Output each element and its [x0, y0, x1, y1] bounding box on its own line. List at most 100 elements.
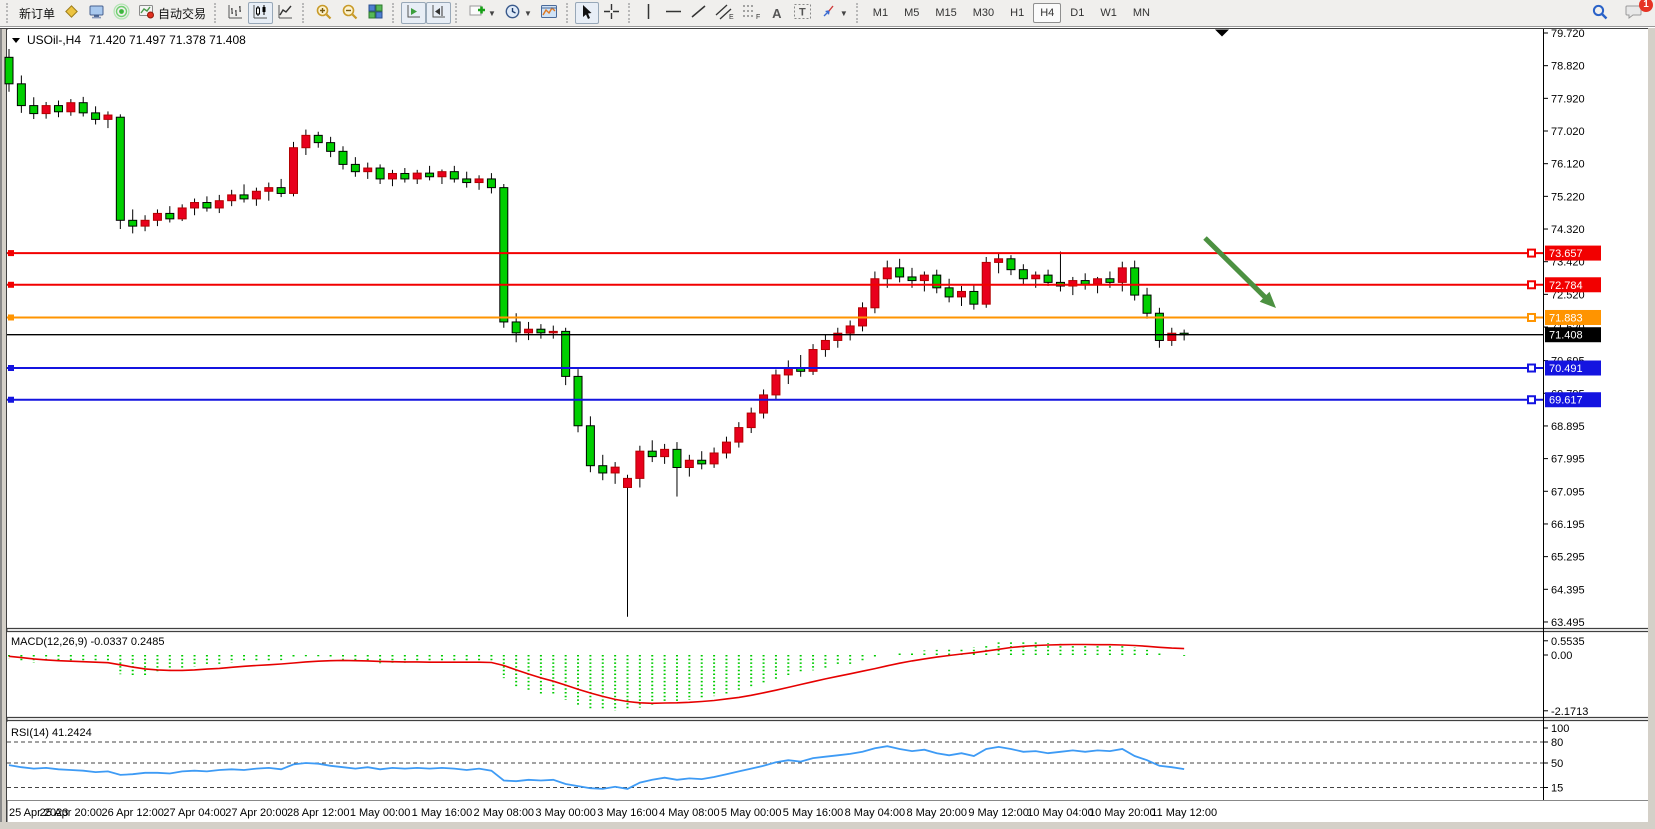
candle-down: [673, 449, 681, 467]
line-chart-icon: [277, 3, 294, 23]
candle-up: [995, 259, 1003, 263]
periods-button[interactable]: ▼: [500, 2, 536, 24]
toolbar-grip[interactable]: [455, 3, 460, 23]
time-tick-label: 11 May 12:00: [1151, 807, 1217, 819]
candle-down: [896, 268, 904, 277]
dropdown-caret-icon: ▼: [840, 9, 848, 18]
timeframe-button-M15[interactable]: M15: [928, 3, 963, 23]
price-tick-label: 67.995: [1551, 454, 1585, 466]
vertical-line-tool-button[interactable]: [637, 2, 661, 24]
toolbar-grip[interactable]: [566, 3, 571, 23]
new-order-button[interactable]: 新订单: [15, 2, 59, 24]
candle-down: [599, 466, 607, 473]
candle-down: [166, 213, 174, 218]
arrows-tool-button[interactable]: ▼: [816, 2, 852, 24]
candle-down: [487, 179, 495, 188]
candle-up: [191, 203, 199, 208]
candle-down: [1081, 281, 1089, 285]
chart-shift-button[interactable]: [426, 2, 451, 24]
horizontal-line-tool-button[interactable]: [661, 2, 686, 24]
tile-windows-icon: [367, 3, 384, 23]
candle-up: [1118, 268, 1126, 283]
trendline-icon: [690, 3, 707, 23]
candlestick-icon: [252, 3, 269, 23]
price-tick-label: 66.195: [1551, 519, 1585, 531]
candle-down: [116, 117, 124, 220]
svg-text:F: F: [756, 14, 760, 20]
cursor-button[interactable]: [575, 2, 599, 24]
price-pane-area[interactable]: [7, 30, 1543, 628]
timeframe-button-MN[interactable]: MN: [1126, 3, 1157, 23]
price-tick-label: 77.920: [1551, 93, 1585, 105]
market-watch-button[interactable]: [84, 2, 109, 24]
toolbar-grip[interactable]: [392, 3, 397, 23]
candle-up: [1094, 279, 1102, 284]
text-tool-button[interactable]: A: [765, 2, 789, 24]
fibonacci-tool-button[interactable]: F: [738, 2, 765, 24]
candle-down: [500, 188, 508, 322]
candle-down: [327, 143, 335, 152]
time-tick-label: 1 May 00:00: [350, 807, 411, 819]
candle-down: [562, 331, 570, 376]
auto-scroll-button[interactable]: [401, 2, 426, 24]
candle-down: [339, 151, 347, 164]
hline-price-label: 71.408: [1549, 330, 1583, 342]
tile-windows-button[interactable]: [363, 2, 388, 24]
line-chart-mode-button[interactable]: [273, 2, 298, 24]
candle-down: [537, 329, 545, 333]
time-tick-label: 2 May 08:00: [474, 807, 535, 819]
trendline-tool-button[interactable]: [686, 2, 711, 24]
time-tick-label: 4 May 08:00: [659, 807, 720, 819]
equidistant-channel-icon: E: [715, 3, 734, 23]
candle-down: [1019, 270, 1027, 279]
candle-down: [401, 173, 409, 178]
signal-button[interactable]: [109, 2, 134, 24]
timeframe-button-M30[interactable]: M30: [966, 3, 1001, 23]
timeframe-group: M1M5M15M30H1H4D1W1MN: [865, 3, 1158, 23]
toolbar-grip[interactable]: [856, 3, 861, 23]
time-axis[interactable]: 25 Apr 202325 Apr 20:0026 Apr 12:0027 Ap…: [9, 807, 1217, 819]
timeframe-button-D1[interactable]: D1: [1063, 3, 1091, 23]
rsi-pane-area[interactable]: [7, 722, 1543, 800]
time-tick-label: 5 May 00:00: [721, 807, 782, 819]
dropdown-caret-icon: ▼: [524, 9, 532, 18]
time-tick-label: 1 May 16:00: [412, 807, 473, 819]
toolbar-grip[interactable]: [302, 3, 307, 23]
candle-up: [413, 173, 421, 179]
channel-tool-button[interactable]: E: [711, 2, 738, 24]
label-tool-button[interactable]: T: [789, 2, 816, 24]
candle-down: [648, 451, 656, 456]
timeframe-button-M1[interactable]: M1: [866, 3, 895, 23]
price-tick-label: 68.895: [1551, 421, 1585, 433]
chart-window-button[interactable]: [59, 2, 84, 24]
timeframe-button-H1[interactable]: H1: [1003, 3, 1031, 23]
candle-down: [17, 84, 25, 106]
zoom-in-button[interactable]: [311, 2, 337, 24]
candle-up: [438, 172, 446, 177]
time-tick-label: 10 May 04:00: [1027, 807, 1094, 819]
time-tick-label: 26 Apr 12:00: [102, 807, 164, 819]
candle-down: [586, 426, 594, 466]
time-tick-label: 9 May 12:00: [968, 807, 1029, 819]
candle-up: [290, 148, 298, 194]
chart-shift-icon: [430, 3, 447, 23]
toolbar-grip[interactable]: [6, 3, 11, 23]
candlestick-mode-button[interactable]: [248, 2, 273, 24]
toolbar-grip[interactable]: [628, 3, 633, 23]
notifications-button[interactable]: 1: [1621, 2, 1647, 24]
candle-up: [388, 173, 396, 178]
search-icon: [1591, 3, 1609, 24]
bar-chart-mode-button[interactable]: [223, 2, 248, 24]
indicators-button[interactable]: ▼: [464, 2, 500, 24]
zoom-out-button[interactable]: [337, 2, 363, 24]
search-button[interactable]: [1587, 2, 1613, 24]
candle-down: [945, 288, 953, 297]
crosshair-button[interactable]: [599, 2, 624, 24]
templates-button[interactable]: [536, 2, 562, 24]
timeframe-button-M5[interactable]: M5: [897, 3, 926, 23]
candle-up: [215, 201, 223, 208]
timeframe-button-W1[interactable]: W1: [1093, 3, 1124, 23]
toolbar-grip[interactable]: [214, 3, 219, 23]
timeframe-button-H4[interactable]: H4: [1033, 3, 1061, 23]
auto-trading-button[interactable]: 自动交易: [134, 2, 210, 24]
